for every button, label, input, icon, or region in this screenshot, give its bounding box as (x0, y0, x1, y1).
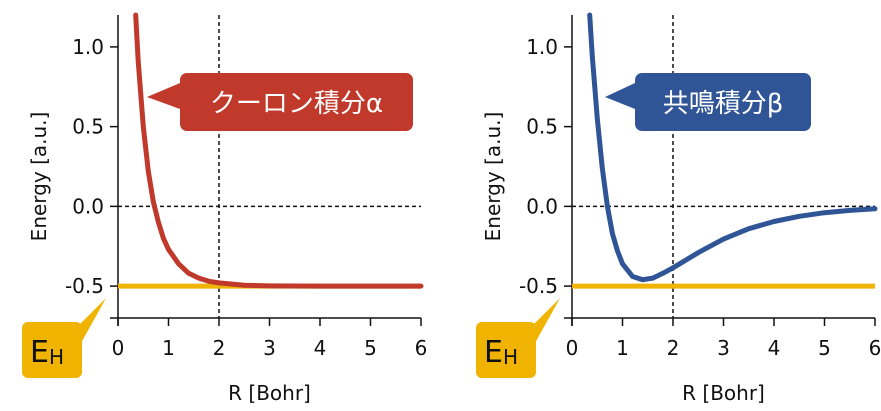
coulomb-integral-panel: 0 1 2 3 4 5 6 1.0 0.5 0.0 -0.5 R [Bohr] Energy [a.u.… (22, 12, 428, 405)
x-tick-label: 0 (566, 336, 579, 360)
y-tick-label: 0.5 (72, 115, 104, 139)
x-tick-label: 3 (717, 336, 730, 360)
x-axis-label: R [Bohr] (682, 381, 765, 405)
x-tick-label: 2 (213, 336, 226, 360)
eh-label: EH (484, 335, 518, 370)
integral-callout-label: クーロン積分α (210, 89, 383, 119)
eh-label-subscript: H (503, 345, 518, 369)
y-tick-label: -0.5 (65, 274, 104, 298)
x-tick-label: 1 (616, 336, 629, 360)
y-tick-label: 1.0 (72, 35, 104, 59)
y-tick-label: 0.0 (526, 194, 558, 218)
x-tick-label: 4 (768, 336, 781, 360)
callout-pointer (147, 83, 180, 109)
integral-callout-box (180, 73, 413, 131)
eh-pointer (530, 298, 560, 352)
x-tick-label: 4 (314, 336, 327, 360)
y-tick-label: 0.0 (72, 194, 104, 218)
eh-label-main: E (484, 335, 503, 370)
y-tick-label: -0.5 (519, 274, 558, 298)
y-axis-label: Energy [a.u.] (27, 112, 51, 242)
x-tick-label: 0 (112, 336, 125, 360)
energy-curve (133, 12, 424, 289)
callout-pointer (605, 83, 635, 109)
integral-callout-label: 共鳴積分β (663, 89, 784, 119)
x-tick-label: 1 (162, 336, 175, 360)
eh-pointer (76, 298, 106, 352)
y-tick-label: 1.0 (526, 35, 558, 59)
y-tick-label: 0.5 (526, 115, 558, 139)
x-tick-label: 5 (364, 336, 377, 360)
x-tick-label: 5 (818, 336, 831, 360)
y-axis-label: Energy [a.u.] (481, 112, 505, 242)
x-tick-label: 2 (667, 336, 680, 360)
x-axis-label: R [Bohr] (228, 381, 311, 405)
eh-label-subscript: H (49, 345, 64, 369)
eh-label-box (476, 322, 536, 378)
resonance-integral-panel: 0 1 2 3 4 5 6 1.0 0.5 0.0 -0.5 R [Bohr] Energy [a.u.… (476, 12, 881, 405)
eh-label-box (22, 322, 82, 378)
eh-label: EH (30, 335, 64, 370)
energy-curve (587, 12, 878, 283)
x-tick-label: 6 (869, 336, 881, 360)
x-tick-label: 3 (263, 336, 276, 360)
eh-label-main: E (30, 335, 49, 370)
integral-callout-box (635, 73, 811, 131)
x-tick-label: 6 (415, 336, 428, 360)
